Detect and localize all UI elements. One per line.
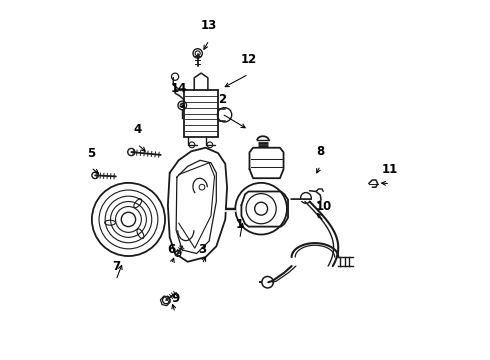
Text: 12: 12 bbox=[241, 53, 257, 66]
Circle shape bbox=[122, 212, 136, 226]
Text: 11: 11 bbox=[382, 163, 398, 176]
Text: 8: 8 bbox=[316, 145, 324, 158]
Text: 1: 1 bbox=[236, 218, 244, 231]
Text: 2: 2 bbox=[218, 93, 226, 106]
Circle shape bbox=[255, 202, 268, 215]
Text: 7: 7 bbox=[112, 260, 120, 273]
Text: 3: 3 bbox=[198, 243, 206, 256]
Text: 9: 9 bbox=[171, 292, 179, 305]
Bar bbox=[184, 90, 218, 137]
Text: 13: 13 bbox=[201, 19, 217, 32]
Text: 5: 5 bbox=[87, 147, 95, 159]
Text: 6: 6 bbox=[168, 243, 175, 256]
Text: 4: 4 bbox=[133, 123, 142, 136]
Text: 10: 10 bbox=[316, 201, 332, 213]
Text: 14: 14 bbox=[171, 82, 187, 95]
